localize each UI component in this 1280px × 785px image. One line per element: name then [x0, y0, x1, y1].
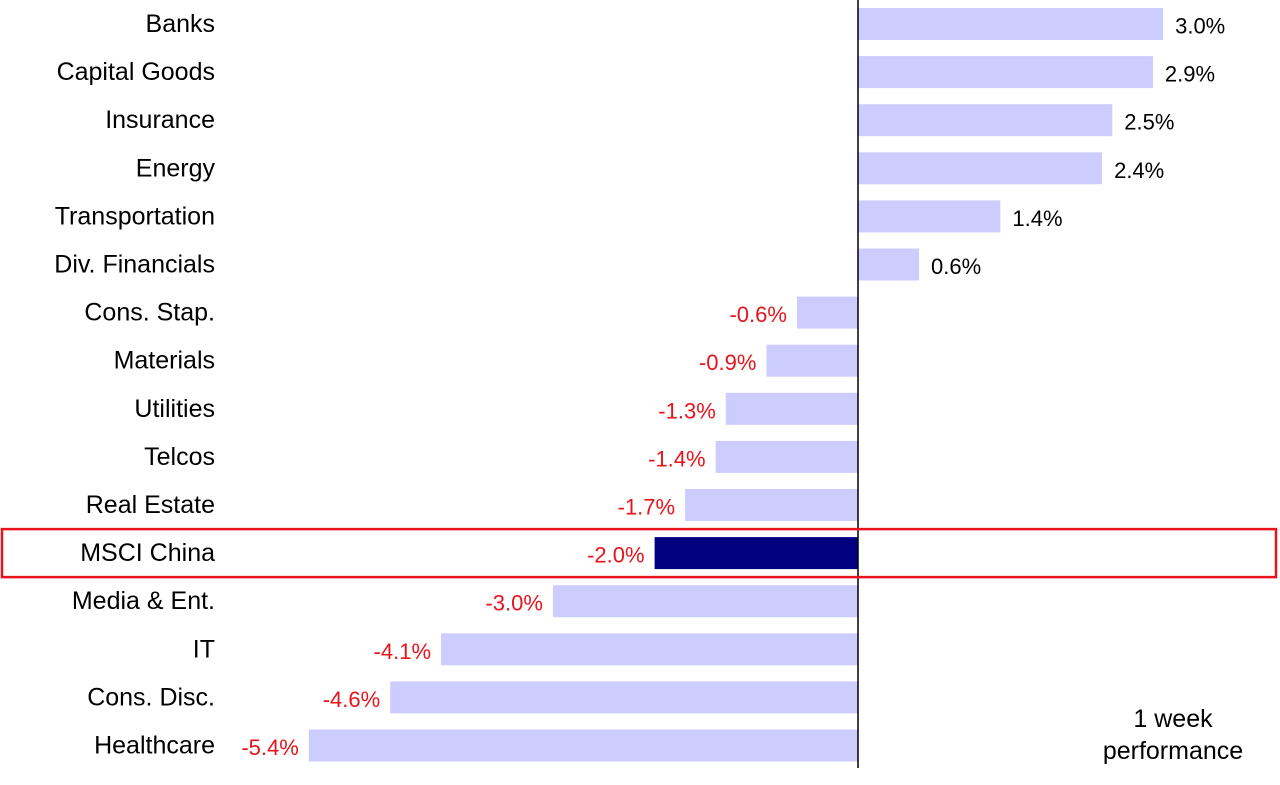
category-label-transportation: Transportation — [55, 202, 215, 230]
bar-transportation — [858, 200, 1001, 233]
bar-utilities — [725, 392, 858, 425]
category-label-capital-goods: Capital Goods — [57, 58, 215, 86]
value-label-cons-stap: -0.6% — [729, 302, 786, 327]
category-label-healthcare: Healthcare — [94, 732, 215, 760]
value-label-healthcare: -5.4% — [241, 735, 298, 760]
category-label-insurance: Insurance — [105, 106, 215, 134]
category-label-materials: Materials — [114, 347, 215, 375]
bar-banks — [858, 8, 1164, 40]
value-label-transportation: 1.4% — [1012, 206, 1062, 231]
bar-cons-disc — [390, 681, 858, 714]
bars-group — [308, 8, 1164, 762]
value-label-utilities: -1.3% — [658, 398, 715, 423]
value-label-banks: 3.0% — [1175, 14, 1225, 39]
value-label-capital-goods: 2.9% — [1165, 62, 1215, 87]
value-label-media-ent: -3.0% — [485, 591, 542, 616]
bar-cons-stap — [796, 296, 858, 329]
value-label-insurance: 2.5% — [1124, 110, 1174, 135]
category-label-utilities: Utilities — [134, 395, 215, 423]
bar-telcos — [715, 440, 858, 473]
category-label-msci-china: MSCI China — [80, 539, 215, 567]
bar-capital-goods — [858, 56, 1153, 89]
bar-media-ent — [552, 585, 858, 618]
value-label-energy: 2.4% — [1114, 158, 1164, 183]
bar-healthcare — [308, 729, 858, 762]
value-label-cons-disc: -4.6% — [323, 687, 380, 712]
highlight-box — [0, 527, 1278, 579]
value-label-it: -4.1% — [374, 639, 431, 664]
bar-insurance — [858, 104, 1113, 137]
category-labels: Banks Capital Goods Insurance Energy Transpo… — [54, 10, 215, 760]
annotation-line-1: 1 week — [1133, 705, 1213, 733]
bar-real-estate — [685, 489, 858, 521]
value-label-div-financials: 0.6% — [931, 254, 981, 279]
value-label-materials: -0.9% — [699, 350, 756, 375]
bar-div-financials — [858, 248, 920, 281]
category-label-div-financials: Div. Financials — [54, 251, 215, 279]
category-label-telcos: Telcos — [144, 443, 215, 471]
value-label-msci-china: -2.0% — [587, 543, 644, 568]
category-label-energy: Energy — [136, 154, 216, 182]
bar-it — [441, 633, 858, 666]
category-label-it: IT — [193, 635, 215, 663]
bar-materials — [766, 344, 858, 377]
value-label-telcos: -1.4% — [648, 446, 705, 471]
category-label-banks: Banks — [146, 10, 215, 38]
category-label-cons-disc: Cons. Disc. — [87, 683, 215, 711]
annotation-line-2: performance — [1102, 737, 1244, 765]
category-label-cons-stap: Cons. Stap. — [84, 299, 215, 327]
category-label-media-ent: Media & Ent. — [72, 587, 215, 615]
bar-energy — [858, 152, 1103, 185]
value-labels: 3.0% 2.9% 2.5% 2.4% 1.4% 0.6% -0.6% -0.9% -1.3% -… — [241, 14, 1225, 761]
category-label-real-estate: Real Estate — [86, 491, 215, 519]
value-label-real-estate: -1.7% — [618, 495, 675, 520]
bar-msci-china — [654, 537, 858, 570]
chart-annotation: 1 week performance — [1073, 703, 1273, 767]
